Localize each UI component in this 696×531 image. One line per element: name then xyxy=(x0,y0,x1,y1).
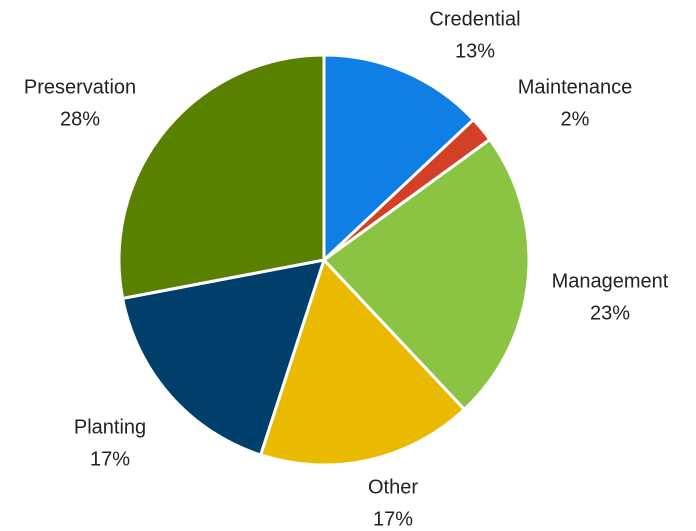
pie-slice xyxy=(322,138,531,411)
pie-slice xyxy=(121,258,326,457)
pie-slice xyxy=(117,53,326,300)
slice-label: Other xyxy=(368,476,418,498)
slice-value-label: 13% xyxy=(455,40,495,62)
slice-label: Preservation xyxy=(24,76,136,98)
slice-value-label: 17% xyxy=(90,448,130,470)
slice-label: Maintenance xyxy=(518,76,633,98)
slice-label: Planting xyxy=(74,416,146,438)
pie-slice xyxy=(322,53,475,262)
slice-value-label: 23% xyxy=(590,302,630,324)
pie-slice xyxy=(259,258,466,467)
slice-label: Management xyxy=(552,270,669,292)
slice-value-label: 28% xyxy=(60,108,100,130)
slice-value-label: 17% xyxy=(373,508,413,530)
slice-value-label: 2% xyxy=(561,108,590,130)
slice-label: Credential xyxy=(429,8,520,30)
